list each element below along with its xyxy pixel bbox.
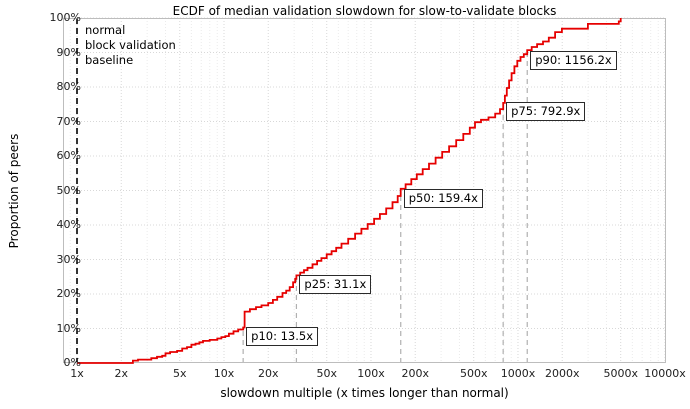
percentile-annotation-p10: p10: 13.5x (246, 326, 319, 346)
x-tick-label: 50x (316, 367, 337, 380)
plot-area: normal block validation baseline p10: 13… (63, 17, 666, 364)
y-tick-label: 80% (56, 80, 81, 93)
x-tick-label: 500x (459, 367, 488, 380)
chart-title: ECDF of median validation slowdown for s… (172, 4, 557, 18)
y-tick-label: 0% (63, 356, 81, 369)
y-tick-label: 50% (56, 183, 81, 197)
baseline-annotation: normal block validation baseline (85, 23, 176, 68)
x-tick-label: 100x (357, 367, 385, 380)
y-axis-label: Proportion of peers (7, 133, 21, 249)
percentile-annotation-p25: p25: 31.1x (299, 274, 372, 294)
y-tick-label: 10% (56, 321, 81, 335)
percentile-marker-lines (242, 52, 528, 363)
baseline-annotation-line2: block validation (85, 38, 176, 52)
x-tick-label: 2000x (544, 367, 580, 380)
x-axis-label: slowdown multiple (x times longer than n… (220, 386, 509, 400)
x-tick-label: 1x (70, 367, 84, 380)
baseline-annotation-line1: normal (85, 23, 126, 37)
percentile-annotation-p75: p75: 792.9x (506, 102, 586, 122)
y-tick-label: 20% (56, 287, 81, 300)
percentile-annotation-p50: p50: 159.4x (403, 188, 483, 208)
x-major-gridlines (76, 18, 666, 363)
y-tick-label: 100% (49, 11, 81, 24)
y-tick-label: 70% (56, 114, 81, 128)
y-tick-label: 90% (56, 45, 81, 59)
ecdf-chart-canvas (63, 17, 666, 364)
x-tick-label: 20x (257, 367, 279, 380)
y-tick-label: 40% (56, 218, 81, 231)
x-tick-label: 200x (401, 367, 429, 380)
percentile-annotation-p90: p90: 1156.2x (530, 50, 617, 70)
x-tick-label: 2x (114, 367, 129, 380)
y-tick-label: 60% (56, 149, 81, 162)
x-tick-label: 10000x (644, 367, 686, 380)
x-tick-label: 5000x (603, 367, 638, 380)
x-tick-label: 10x (213, 367, 235, 380)
ecdf-step-line (77, 18, 622, 364)
y-tick-label: 30% (56, 252, 81, 266)
baseline-annotation-line3: baseline (85, 53, 134, 67)
x-tick-label: 1000x (500, 367, 536, 380)
x-tick-label: 5x (172, 367, 187, 380)
plot-frame (63, 18, 666, 363)
